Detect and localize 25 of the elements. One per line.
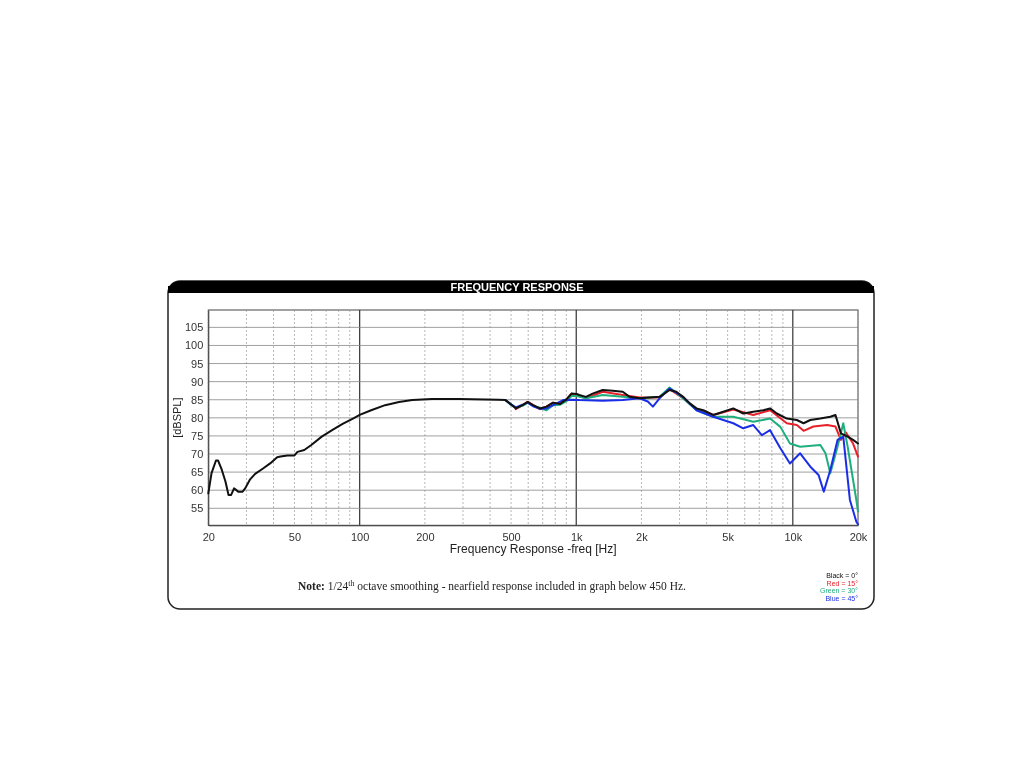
x-tick-label: 50 — [288, 531, 302, 544]
x-axis-title: Frequency Response -freq [Hz] — [449, 542, 617, 556]
y-tick-label: 55 — [191, 502, 204, 515]
y-tick-label: 80 — [191, 411, 204, 424]
y-tick-label: 70 — [191, 448, 204, 461]
x-tick-label: 20 — [202, 531, 215, 544]
text: Note: 1/24$^{th}$ octave smoothing - nearfield response included in graph below 450 Hz. — [298, 578, 687, 593]
x-tick-label: 200 — [416, 531, 435, 544]
y-tick-label: 90 — [191, 375, 204, 388]
y-tick-label: 85 — [191, 393, 204, 406]
x-tick-label: 20k — [849, 531, 868, 544]
y-tick-label: 105 — [184, 321, 204, 334]
y-tick-label: 95 — [191, 357, 204, 370]
chart-title: FREQUENCY RESPONSE — [450, 281, 584, 293]
y-tick-label: 65 — [191, 466, 204, 479]
x-tick-label: 5k — [722, 531, 735, 544]
y-tick-label: 60 — [191, 484, 204, 497]
y-axis-title: [dBSPL] — [171, 397, 183, 438]
x-tick-label: 100 — [350, 531, 370, 544]
x-tick-label: 500 — [502, 531, 521, 544]
x-tick-label: 10k — [784, 531, 803, 544]
y-tick-label: 75 — [191, 429, 204, 442]
x-tick-label: 2k — [636, 531, 649, 544]
y-tick-label: 100 — [184, 339, 204, 352]
x-tick-label: 1k — [570, 531, 584, 544]
